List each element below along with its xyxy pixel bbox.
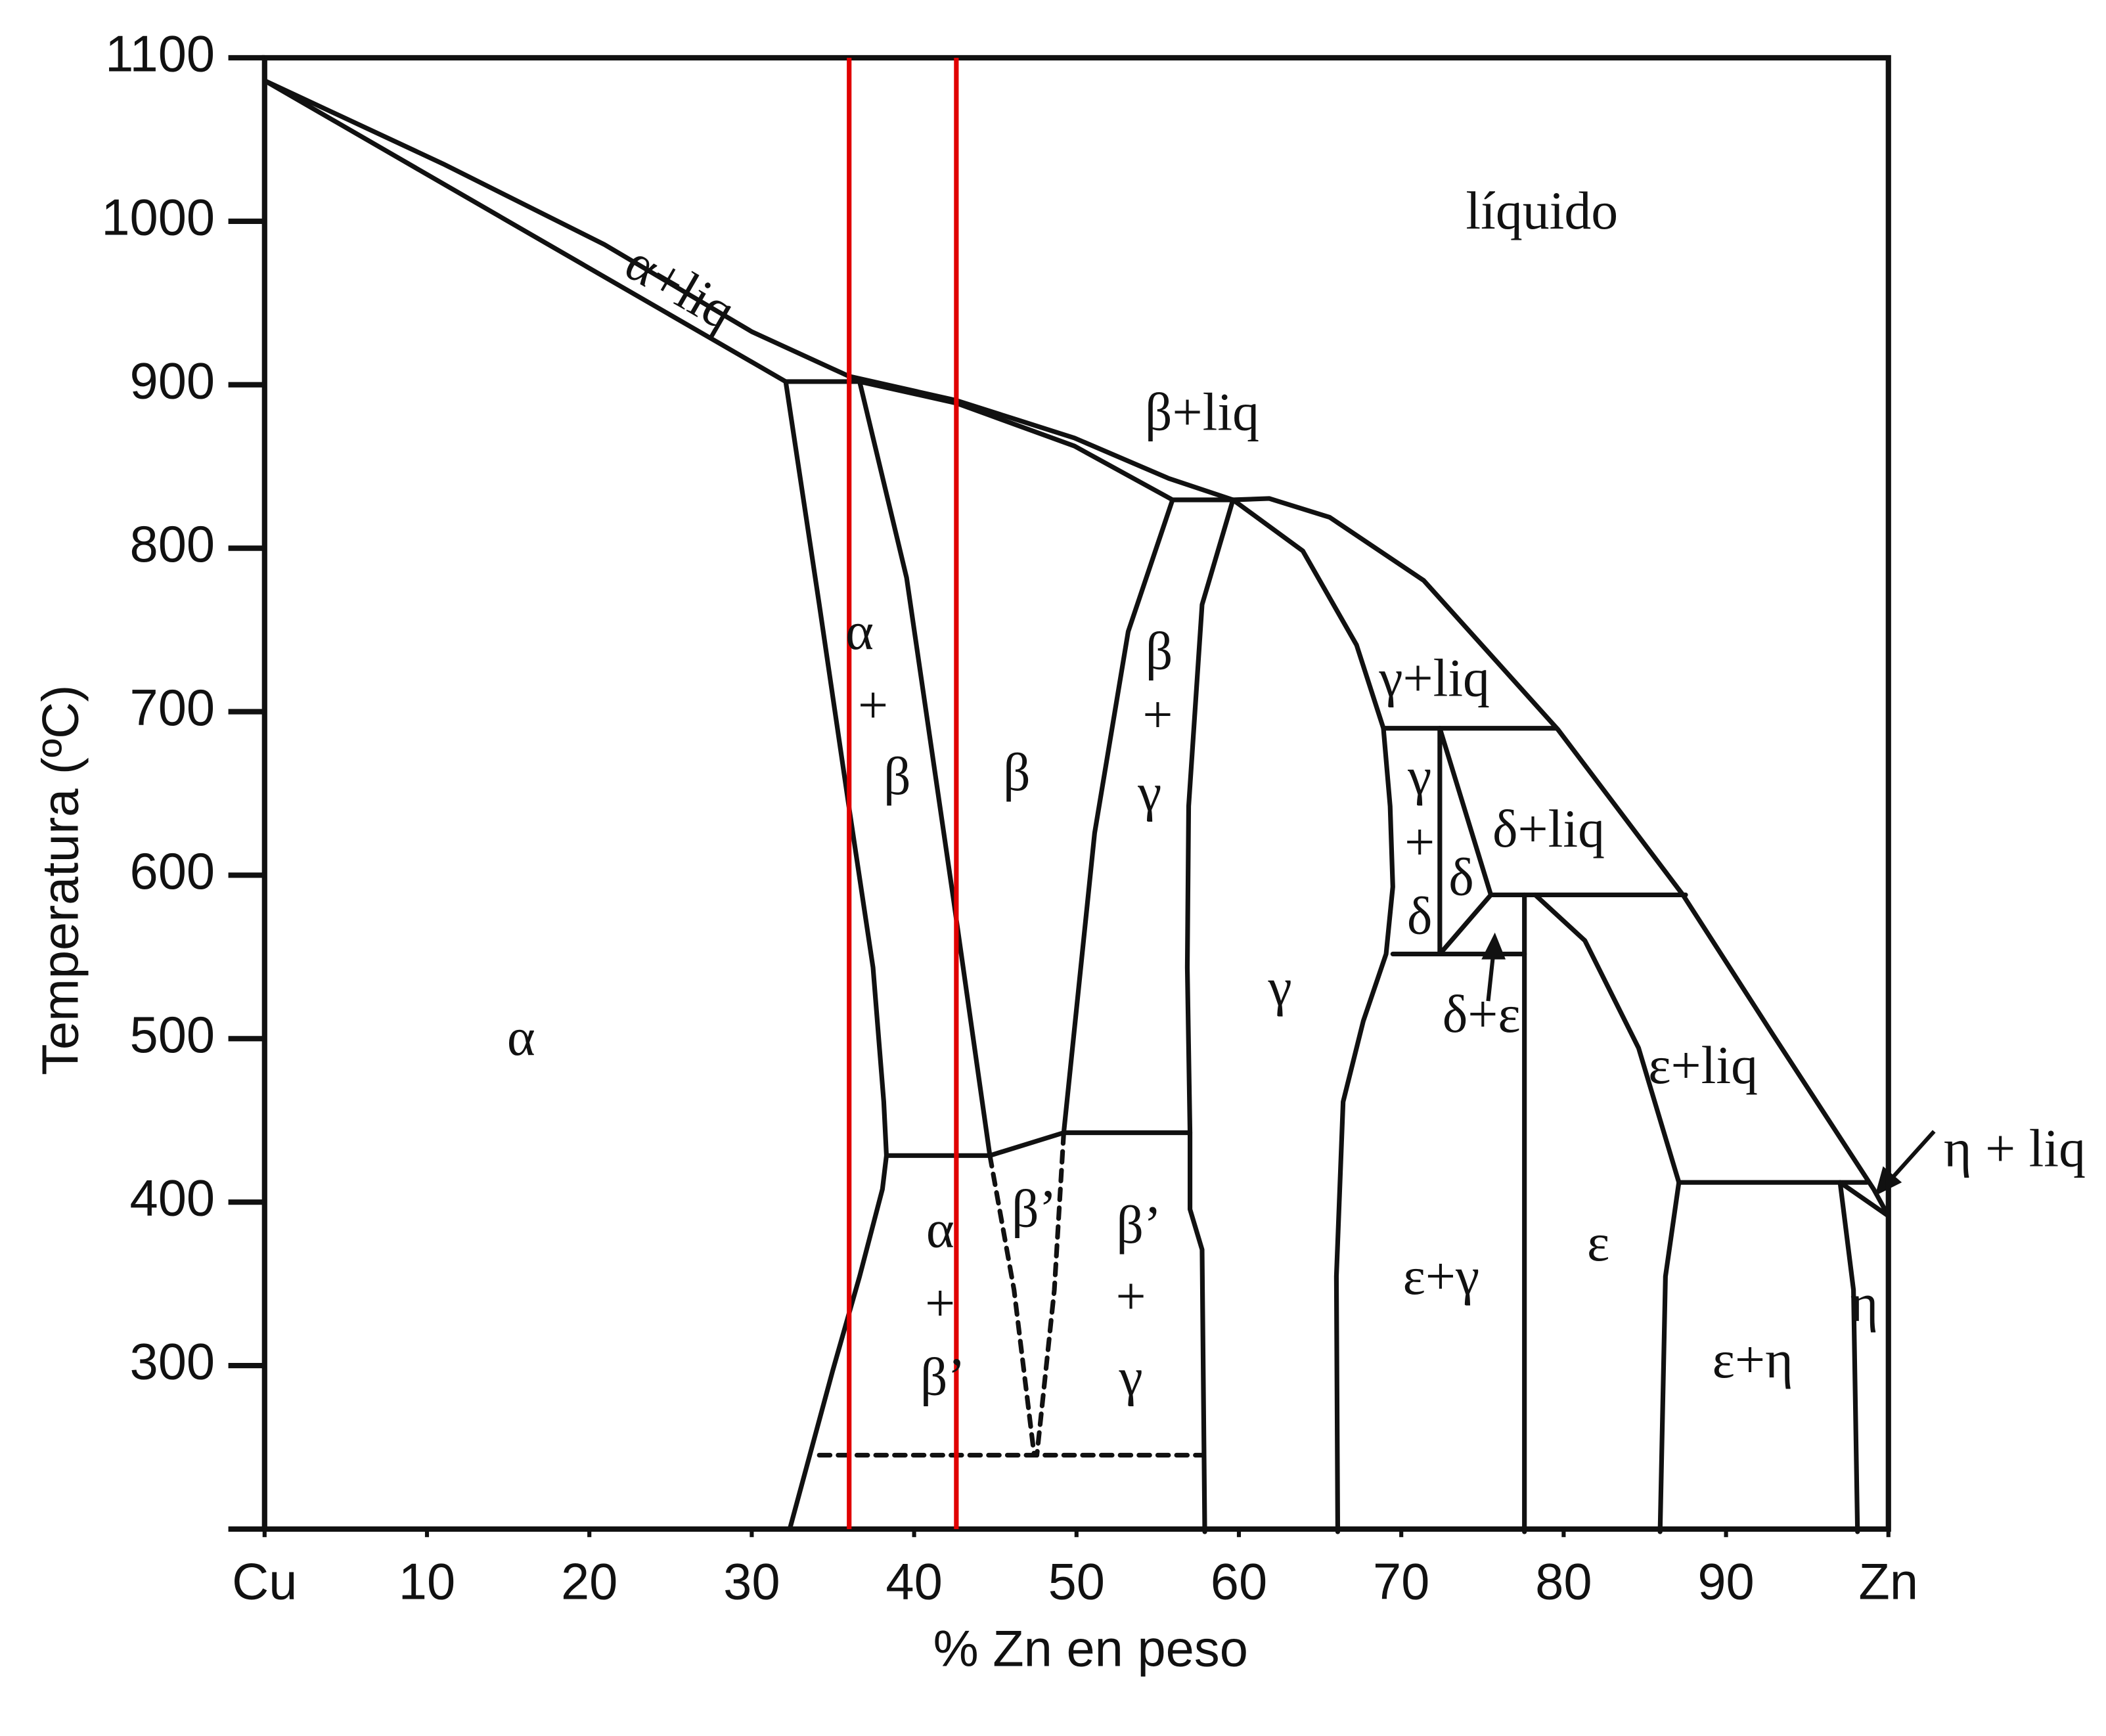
x-tick-label: 50 — [1048, 1553, 1105, 1610]
x-tick-label: 30 — [723, 1553, 780, 1610]
y-tick-label: 800 — [130, 516, 215, 573]
x-tick-label: 20 — [561, 1553, 617, 1610]
region-label: η + liq — [1944, 1119, 2086, 1178]
region-label: γ — [1137, 763, 1161, 822]
region-label: líquido — [1466, 181, 1618, 240]
region-label: δ+ε — [1443, 984, 1521, 1044]
region-label: β — [1003, 742, 1031, 802]
region-label: γ — [1267, 957, 1291, 1017]
x-tick-label: 80 — [1535, 1553, 1592, 1610]
region-label: β — [1146, 621, 1173, 681]
region-label: ε+η — [1713, 1329, 1793, 1389]
y-tick-label: 600 — [130, 843, 215, 900]
region-label: β’ — [920, 1347, 966, 1406]
y-tick-label: 500 — [130, 1007, 215, 1063]
region-label: β — [884, 746, 911, 806]
x-tick-label: 40 — [885, 1553, 942, 1610]
region-label: η — [1850, 1273, 1879, 1333]
region-label: + — [858, 675, 888, 735]
region-label: + — [1404, 812, 1435, 872]
region-label: ε — [1587, 1213, 1609, 1272]
y-tick-label: 400 — [130, 1170, 215, 1227]
region-label: γ — [1407, 746, 1431, 806]
x-axis-title: % Zn en peso — [933, 1621, 1248, 1678]
region-label: α — [507, 1007, 535, 1067]
y-axis-title: Temperatura (ºC) — [33, 685, 89, 1075]
region-label: + — [925, 1273, 955, 1333]
x-tick-label: 60 — [1211, 1553, 1267, 1610]
y-tick-label: 900 — [130, 353, 215, 409]
y-tick-label: 300 — [130, 1334, 215, 1391]
phase-boundaries — [262, 78, 1936, 1534]
region-label: δ+liq — [1492, 799, 1605, 858]
region-label: β’ — [1012, 1179, 1057, 1239]
y-tick-label: 1000 — [101, 189, 215, 246]
region-label: + — [1142, 684, 1173, 744]
region-label: β+liq — [1145, 382, 1259, 442]
y-tick-label: 1100 — [105, 26, 215, 82]
plot-frame — [261, 55, 1891, 1532]
region-label: ε+γ — [1403, 1246, 1480, 1306]
y-tick-label: 700 — [130, 680, 215, 736]
region-label: β’ — [1116, 1195, 1161, 1255]
region-label: ε+liq — [1648, 1035, 1758, 1095]
x-tick-label: 90 — [1697, 1553, 1754, 1610]
x-tick-label: 70 — [1373, 1553, 1429, 1610]
region-label: δ — [1448, 847, 1474, 906]
region-label: δ — [1407, 886, 1433, 946]
region-label: + — [1116, 1266, 1146, 1326]
region-label: α+liq — [616, 232, 745, 342]
region-label: γ — [1119, 1347, 1143, 1406]
region-label: α — [845, 601, 874, 661]
x-tick-label: Cu — [232, 1553, 297, 1610]
x-tick-label: 10 — [399, 1553, 455, 1610]
region-label: α — [926, 1199, 954, 1258]
region-label: γ+liq — [1378, 648, 1490, 708]
x-tick-label: Zn — [1858, 1553, 1918, 1610]
